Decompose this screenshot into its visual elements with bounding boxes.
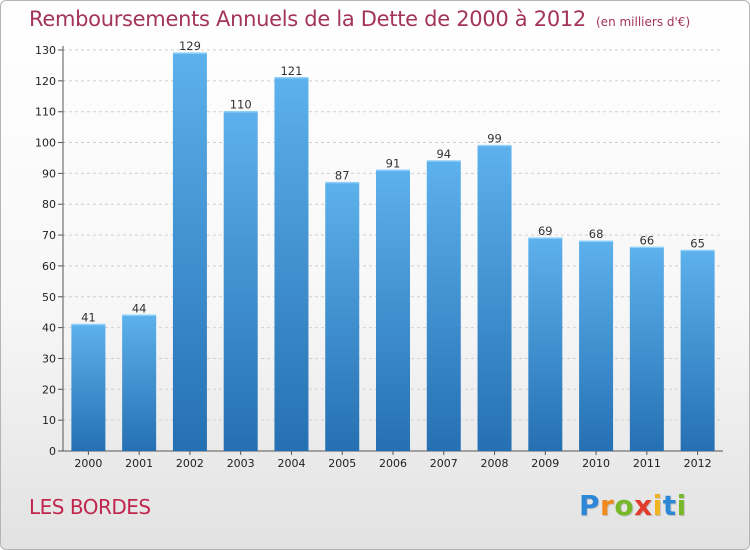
- bar-2005: [325, 182, 360, 451]
- chart-title-text: Remboursements Annuels de la Dette de 20…: [29, 7, 586, 31]
- x-tick-label: 2006: [379, 457, 407, 470]
- logo-letter: i: [652, 489, 663, 522]
- logo-letter: t: [662, 489, 677, 522]
- x-tick-label: 2008: [481, 457, 509, 470]
- y-tick-label: 70: [42, 229, 56, 242]
- x-tick-label: 2003: [227, 457, 255, 470]
- x-tick-label: 2001: [125, 457, 153, 470]
- value-label: 87: [335, 169, 350, 183]
- x-tick-label: 2011: [633, 457, 661, 470]
- y-tick-label: 50: [42, 291, 56, 304]
- y-tick-label: 60: [42, 260, 56, 273]
- proxiti-logo[interactable]: Proxiti: [579, 489, 687, 522]
- value-label: 44: [132, 301, 147, 315]
- bar-2000: [71, 324, 106, 451]
- y-tick-label: 110: [35, 106, 56, 119]
- value-label: 68: [589, 227, 604, 241]
- y-tick-label: 120: [35, 75, 56, 88]
- commune-name: LES BORDES: [29, 495, 151, 519]
- x-tick-label: 2009: [531, 457, 559, 470]
- value-label: 65: [690, 237, 705, 251]
- logo-letter: r: [600, 489, 615, 522]
- y-tick-label: 0: [49, 445, 56, 458]
- y-tick-label: 100: [35, 137, 56, 150]
- value-label: 91: [386, 156, 401, 170]
- y-tick-label: 90: [42, 167, 56, 180]
- bar-2009: [528, 238, 563, 451]
- value-label: 69: [538, 224, 553, 238]
- bar-2010: [579, 241, 614, 451]
- bar-2001: [122, 315, 157, 451]
- y-tick-label: 10: [42, 414, 56, 427]
- x-tick-label: 2007: [430, 457, 458, 470]
- bar-2011: [629, 247, 664, 451]
- value-label: 110: [230, 98, 252, 112]
- bar-2008: [477, 145, 512, 451]
- y-tick-label: 80: [42, 198, 56, 211]
- logo-letter: i: [676, 489, 687, 522]
- chart-unit: (en milliers d'€): [596, 15, 691, 29]
- y-tick-label: 130: [35, 44, 56, 57]
- chart-title: Remboursements Annuels de la Dette de 20…: [29, 7, 690, 31]
- x-tick-label: 2000: [74, 457, 102, 470]
- bar-2007: [426, 161, 461, 452]
- logo-letter: P: [579, 489, 601, 522]
- bar-2012: [680, 250, 715, 451]
- bar-2006: [376, 170, 410, 452]
- value-label: 129: [179, 39, 201, 53]
- bar-2002: [172, 53, 207, 451]
- labels: 41 2000 44 2001 129 2002 110 2003 121 2004 87 2005 9…: [74, 39, 711, 470]
- bars: [71, 52, 715, 452]
- bar-2003: [223, 111, 258, 451]
- y-tick-label: 20: [42, 383, 56, 396]
- y-tick-label: 30: [42, 352, 56, 365]
- value-label: 41: [81, 311, 96, 325]
- x-tick-label: 2012: [684, 457, 712, 470]
- logo-letter: x: [634, 489, 653, 522]
- x-tick-label: 2005: [328, 457, 356, 470]
- x-tick-label: 2004: [277, 457, 305, 470]
- x-tick-label: 2002: [176, 457, 204, 470]
- value-label: 94: [436, 147, 451, 161]
- value-label: 99: [487, 132, 502, 146]
- value-label: 121: [280, 64, 302, 78]
- logo-letter: o: [614, 489, 635, 522]
- value-label: 66: [640, 233, 655, 247]
- bar-2004: [274, 77, 309, 451]
- y-tick-label: 40: [42, 322, 56, 335]
- x-tick-label: 2010: [582, 457, 610, 470]
